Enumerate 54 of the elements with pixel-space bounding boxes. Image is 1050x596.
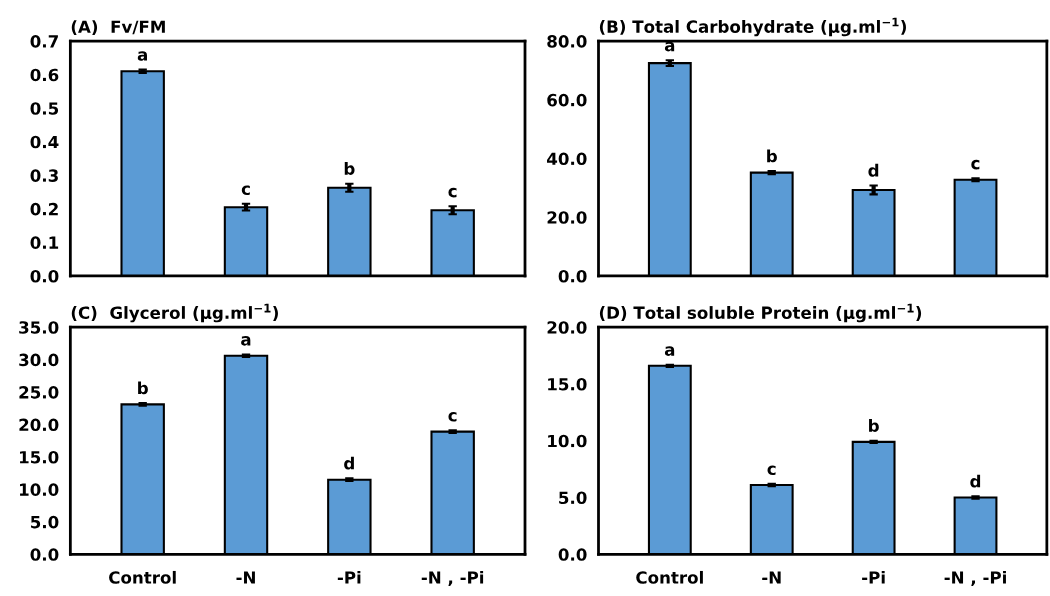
- y-tick-label: 20.0: [19, 418, 59, 432]
- y-tick-label: 60.0: [547, 93, 587, 107]
- y-tick-label: 30.0: [19, 353, 59, 367]
- annotation: c: [767, 465, 776, 476]
- y-tick-label: 5.0: [559, 491, 587, 505]
- y-tick-label: 0.0: [558, 548, 587, 561]
- y-tick-label: 20.0: [547, 211, 587, 224]
- x-tick-label: Control: [109, 570, 176, 584]
- chart-title: (D) Total soluble Protein (µg.ml$^{−1}$): [599, 303, 922, 323]
- annotation: a: [664, 41, 675, 52]
- y-tick-label: 20.0: [547, 321, 587, 334]
- annotation: c: [448, 187, 457, 198]
- chart-title: (B) Total Carbohydrate (µg.ml$^{−1}$): [599, 17, 906, 37]
- y-tick-label: 15.0: [548, 377, 587, 391]
- chart-title: (C) Glycerol (µg.ml$^{−1}$): [71, 303, 278, 323]
- y-tick-label: 0.4: [30, 135, 59, 149]
- annotation: c: [971, 159, 980, 170]
- y-tick-label: 25.0: [19, 386, 59, 399]
- y-tick-label: 0.0: [30, 548, 59, 561]
- x-tick-label: -N: [236, 571, 255, 584]
- y-tick-label: 0.2: [30, 202, 58, 216]
- annotation: c: [241, 185, 250, 196]
- annotation: a: [664, 346, 675, 356]
- y-tick-label: 40.0: [547, 152, 587, 166]
- x-tick-label: -Pi: [337, 570, 361, 584]
- y-tick-label: 0.0: [30, 269, 59, 283]
- annotation: d: [344, 456, 354, 470]
- y-tick-label: 0.0: [558, 269, 587, 283]
- x-tick-label: -N , -Pi: [944, 570, 1006, 586]
- y-tick-label: 0.3: [30, 169, 58, 182]
- annotation: c: [448, 412, 457, 422]
- annotation: b: [767, 149, 777, 163]
- annotation: b: [869, 419, 879, 432]
- annotation: b: [344, 162, 355, 175]
- annotation: a: [137, 51, 147, 61]
- y-tick-label: 0.7: [30, 35, 58, 48]
- chart-title: (A) Fv/FM: [71, 20, 165, 35]
- annotation: a: [241, 336, 251, 346]
- y-tick-label: 10.0: [548, 434, 587, 448]
- y-tick-label: 10.0: [20, 483, 59, 496]
- annotation: d: [970, 474, 981, 488]
- x-tick-label: Control: [636, 570, 703, 584]
- y-tick-label: 0.1: [30, 236, 59, 249]
- x-tick-label: -Pi: [862, 570, 885, 584]
- y-tick-label: 80.0: [547, 35, 587, 48]
- y-tick-label: 15.0: [20, 450, 59, 464]
- x-tick-label: -N: [762, 571, 781, 584]
- annotation: b: [138, 381, 148, 395]
- annotation: d: [868, 163, 879, 177]
- y-tick-label: 0.6: [30, 68, 59, 82]
- y-tick-label: 5.0: [31, 515, 59, 529]
- y-tick-label: 35.0: [19, 321, 59, 334]
- y-tick-label: 0.5: [30, 102, 59, 115]
- x-tick-label: -N , -Pi: [421, 570, 484, 586]
